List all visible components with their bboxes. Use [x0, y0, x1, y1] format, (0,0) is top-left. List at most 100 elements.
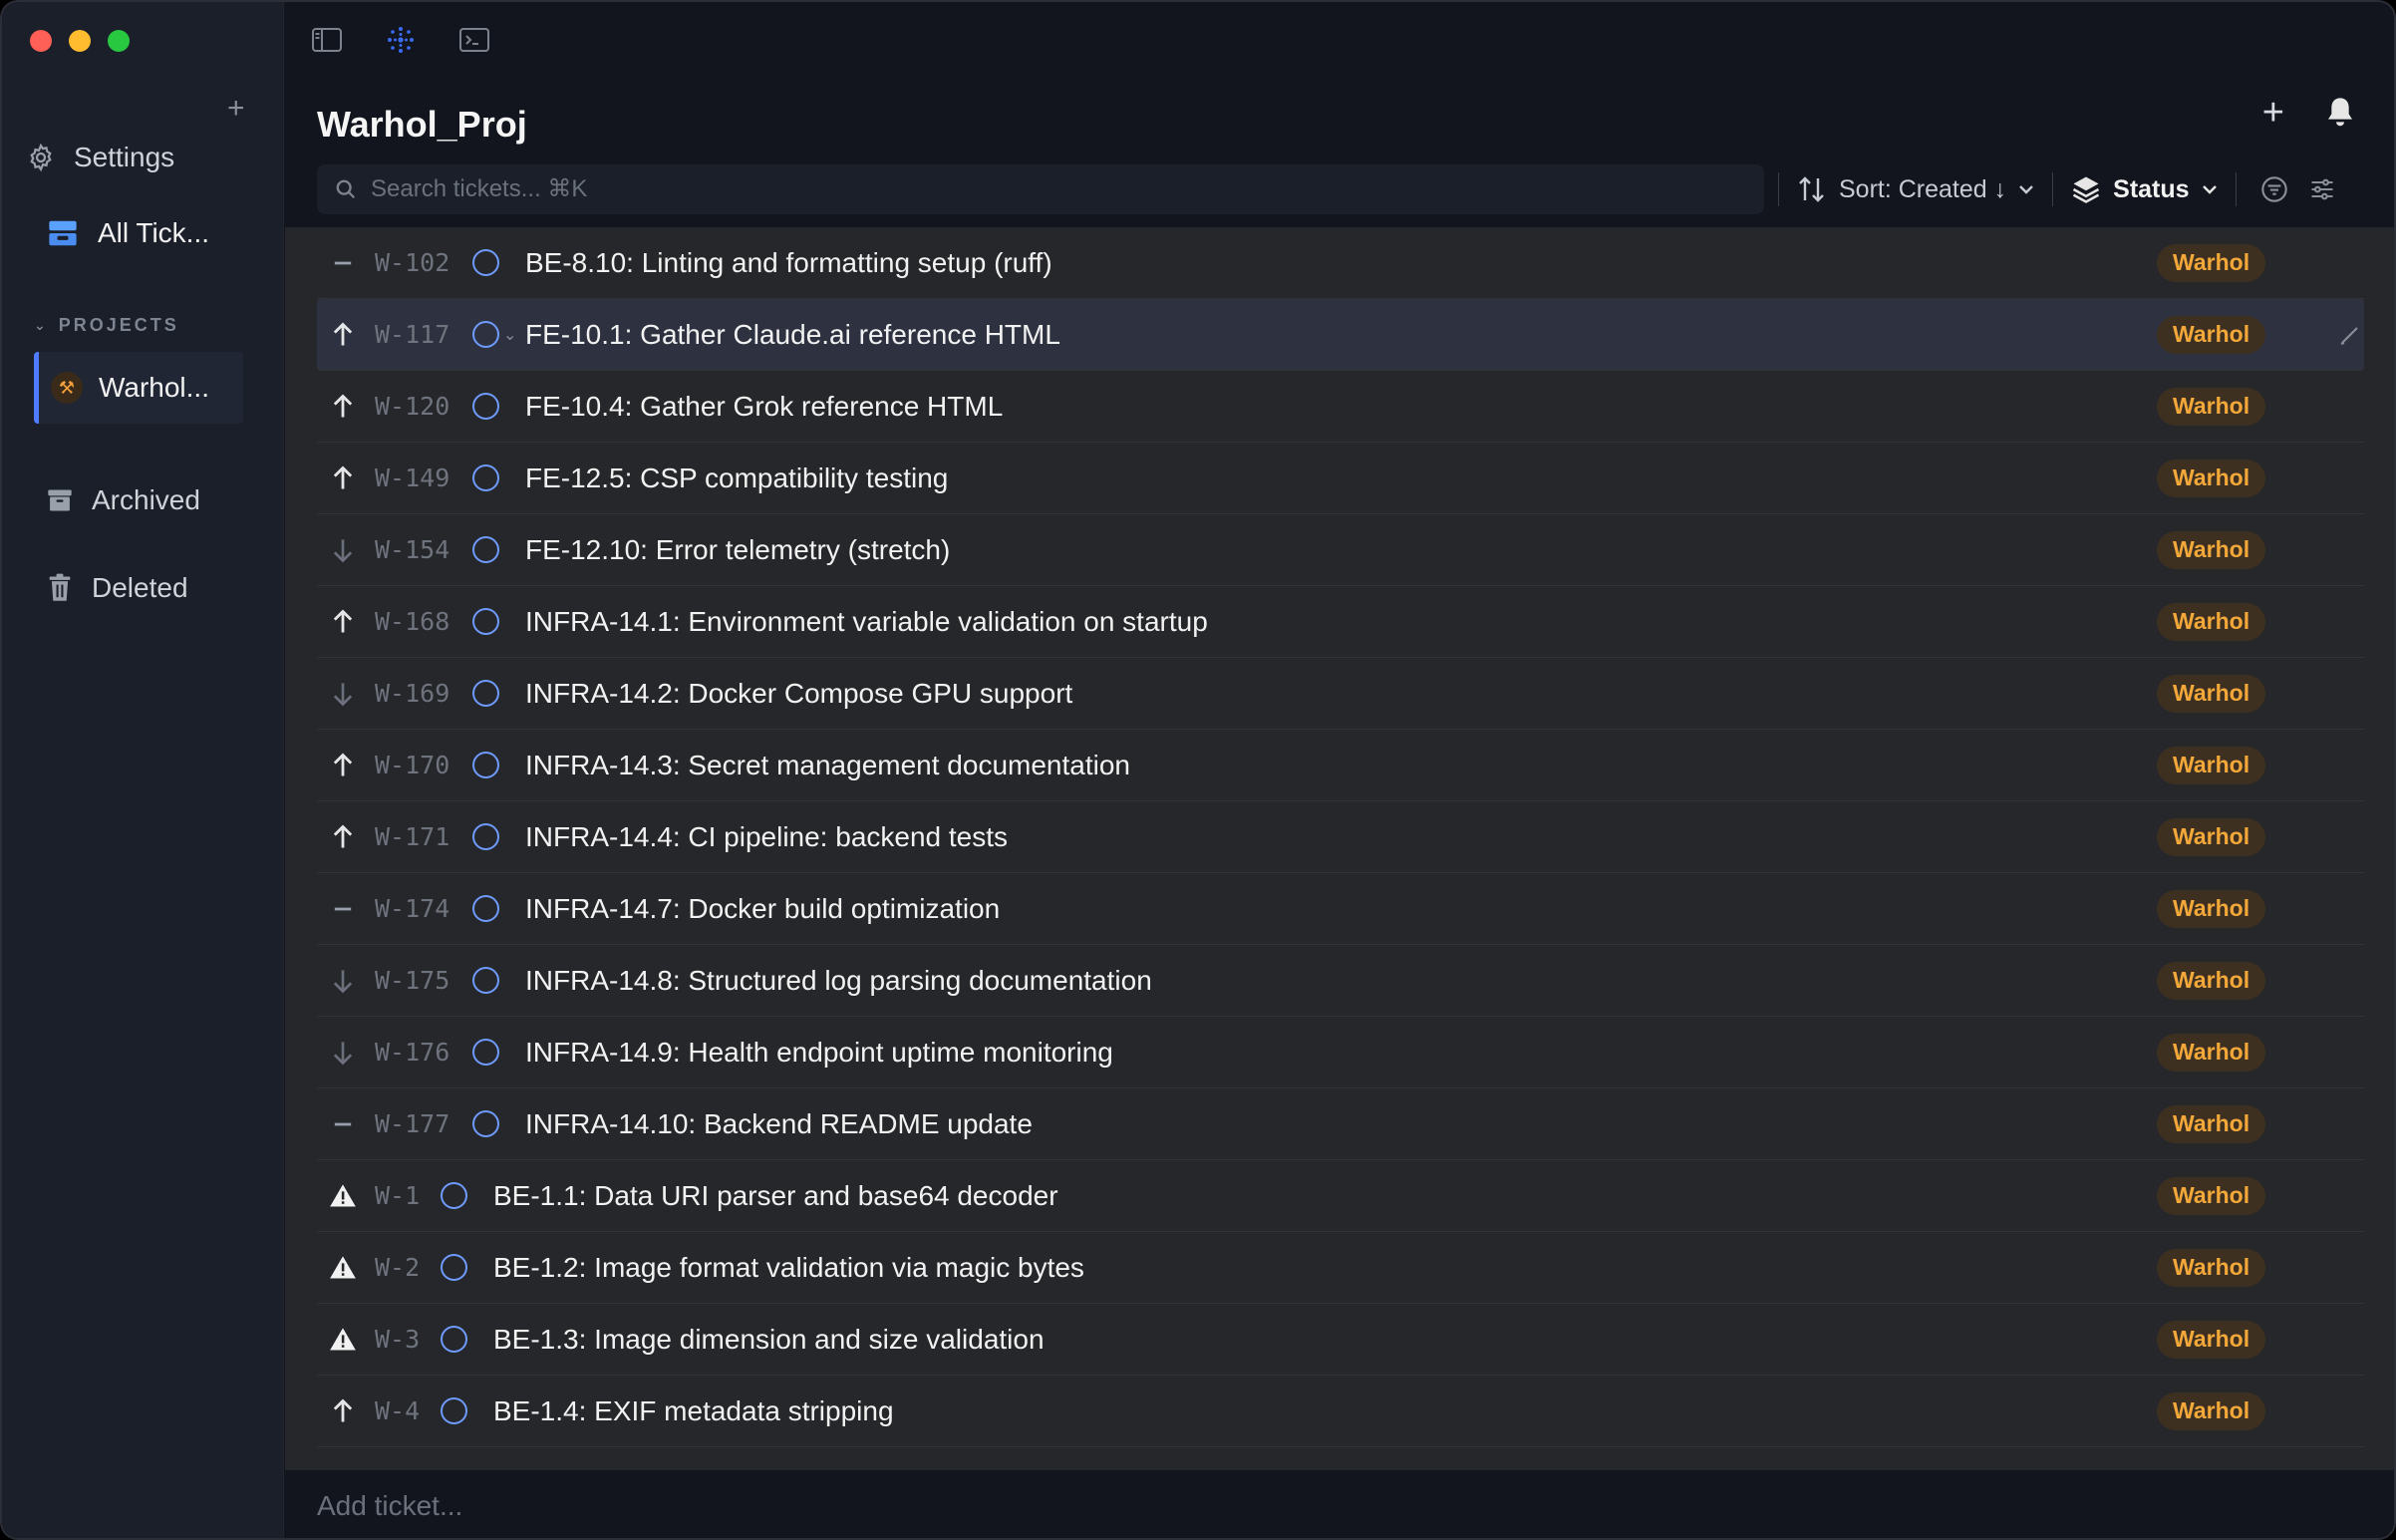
project-tag[interactable]: Warhol [2157, 889, 2266, 928]
project-tag[interactable]: Warhol [2157, 1320, 2266, 1359]
ticket-row[interactable]: W-175 INFRA-14.8: Structured log parsing … [317, 945, 2364, 1017]
priority-indicator[interactable] [317, 393, 369, 421]
ticket-row[interactable]: W-176 INFRA-14.9: Health endpoint uptime … [317, 1017, 2364, 1088]
project-tag[interactable]: Warhol [2157, 602, 2266, 641]
project-tag[interactable]: Warhol [2157, 387, 2266, 426]
ticket-row[interactable]: W-102 BE-8.10: Linting and formatting set… [317, 227, 2364, 299]
ticket-row[interactable]: W-171 INFRA-14.4: CI pipeline: backend te… [317, 801, 2364, 873]
ticket-row[interactable]: W-1 BE-1.1: Data URI parser and base64 de… [317, 1160, 2364, 1232]
ticket-title[interactable]: INFRA-14.8: Structured log parsing docum… [525, 964, 1152, 996]
priority-indicator[interactable] [317, 680, 369, 708]
priority-indicator[interactable] [317, 321, 369, 349]
sidebar-item-all-tickets[interactable]: All Tick... [46, 217, 209, 249]
ticket-row[interactable]: W-169 INFRA-14.2: Docker Compose GPU supp… [317, 658, 2364, 730]
status-circle-icon[interactable] [472, 752, 499, 778]
project-tag[interactable]: Warhol [2157, 674, 2266, 713]
network-icon[interactable] [385, 24, 417, 56]
ticket-title[interactable]: BE-8.10: Linting and formatting setup (r… [525, 246, 1052, 278]
status-circle-icon[interactable] [441, 1182, 467, 1209]
priority-indicator[interactable] [317, 1110, 369, 1138]
priority-indicator[interactable] [317, 752, 369, 779]
project-tag[interactable]: Warhol [2157, 961, 2266, 1000]
terminal-icon[interactable] [458, 27, 490, 53]
priority-indicator[interactable] [317, 895, 369, 923]
project-tag[interactable]: Warhol [2157, 1248, 2266, 1287]
view-settings-button[interactable] [2298, 175, 2346, 203]
priority-indicator[interactable] [317, 1326, 369, 1354]
status-circle-icon[interactable] [472, 464, 499, 491]
search-box[interactable] [317, 164, 1764, 214]
ticket-row[interactable]: W-177 INFRA-14.10: Backend README update W… [317, 1088, 2364, 1160]
project-tag[interactable]: Warhol [2157, 817, 2266, 856]
sort-button[interactable]: Sort: Created ↓ [1793, 175, 2038, 204]
priority-indicator[interactable] [317, 536, 369, 564]
minimize-window-button[interactable] [69, 30, 91, 52]
sidebar-item-archived[interactable]: Archived [46, 484, 200, 516]
sidebar-item-deleted[interactable]: Deleted [46, 572, 188, 604]
ticket-title[interactable]: FE-10.1: Gather Claude.ai reference HTML [525, 318, 1060, 350]
sidebar-toggle-icon[interactable] [311, 27, 343, 53]
status-circle-icon[interactable] [472, 1039, 499, 1066]
ticket-title[interactable]: INFRA-14.7: Docker build optimization [525, 892, 1001, 924]
status-circle-icon[interactable] [441, 1254, 467, 1281]
ticket-title[interactable]: FE-12.5: CSP compatibility testing [525, 462, 949, 493]
ticket-title[interactable]: INFRA-14.2: Docker Compose GPU support [525, 677, 1073, 709]
projects-section-header[interactable]: ⌄ PROJECTS [34, 315, 179, 336]
project-tag[interactable]: Warhol [2157, 459, 2266, 497]
add-ticket-plus-icon[interactable]: + [2261, 92, 2284, 134]
project-tag[interactable]: Warhol [2157, 746, 2266, 784]
ticket-title[interactable]: INFRA-14.10: Backend README update [525, 1107, 1033, 1139]
sidebar-item-project-warhol[interactable]: ⚒ Warhol... [34, 352, 243, 424]
project-tag[interactable]: Warhol [2157, 1104, 2266, 1143]
ticket-row[interactable]: W-120 FE-10.4: Gather Grok reference HTML… [317, 371, 2364, 443]
status-circle-icon[interactable] [472, 536, 499, 563]
project-tag[interactable]: Warhol [2157, 530, 2266, 569]
add-ticket-input[interactable] [317, 1490, 2111, 1522]
ticket-row[interactable]: W-154 FE-12.10: Error telemetry (stretch)… [317, 514, 2364, 586]
status-circle-icon[interactable] [472, 249, 499, 276]
project-tag[interactable]: Warhol [2157, 1391, 2266, 1430]
priority-indicator[interactable] [317, 464, 369, 492]
ticket-row[interactable]: W-168 INFRA-14.1: Environment variable va… [317, 586, 2364, 658]
search-input[interactable] [371, 175, 1746, 203]
status-circle-icon[interactable] [472, 680, 499, 707]
group-by-status-button[interactable]: Status [2067, 174, 2221, 204]
project-tag[interactable]: Warhol [2157, 243, 2266, 282]
add-project-icon[interactable]: + [227, 92, 245, 125]
ticket-title[interactable]: BE-1.1: Data URI parser and base64 decod… [493, 1179, 1058, 1211]
priority-indicator[interactable] [317, 1039, 369, 1067]
status-circle-icon[interactable] [472, 967, 499, 994]
ticket-row[interactable]: W-149 FE-12.5: CSP compatibility testing W… [317, 443, 2364, 514]
maximize-window-button[interactable] [108, 30, 130, 52]
ticket-row[interactable]: W-117 ⌄ FE-10.1: Gather Claude.ai referenc… [317, 299, 2364, 371]
bell-icon[interactable] [2324, 95, 2356, 131]
project-tag[interactable]: Warhol [2157, 315, 2266, 354]
close-window-button[interactable] [30, 30, 52, 52]
ticket-title[interactable]: BE-1.2: Image format validation via magi… [493, 1251, 1084, 1283]
status-circle-icon[interactable] [472, 608, 499, 635]
ticket-title[interactable]: INFRA-14.1: Environment variable validat… [525, 605, 1208, 637]
ticket-title[interactable]: INFRA-14.9: Health endpoint uptime monit… [525, 1036, 1113, 1068]
priority-indicator[interactable] [317, 823, 369, 851]
project-tag[interactable]: Warhol [2157, 1033, 2266, 1072]
ticket-row[interactable]: W-174 INFRA-14.7: Docker build optimizati… [317, 873, 2364, 945]
filter-button[interactable] [2250, 175, 2298, 203]
priority-indicator[interactable] [317, 249, 369, 277]
project-tag[interactable]: Warhol [2157, 1176, 2266, 1215]
pencil-icon[interactable] [2338, 323, 2362, 347]
status-circle-icon[interactable] [472, 823, 499, 850]
ticket-row[interactable]: W-2 BE-1.2: Image format validation via m… [317, 1232, 2364, 1304]
priority-indicator[interactable] [317, 967, 369, 995]
status-circle-icon[interactable] [472, 321, 499, 348]
ticket-row[interactable]: W-3 BE-1.3: Image dimension and size vali… [317, 1304, 2364, 1376]
status-circle-icon[interactable] [441, 1397, 467, 1424]
status-circle-icon[interactable] [472, 895, 499, 922]
ticket-title[interactable]: FE-12.10: Error telemetry (stretch) [525, 533, 951, 565]
ticket-title[interactable]: INFRA-14.3: Secret management documentat… [525, 749, 1130, 780]
status-circle-icon[interactable] [441, 1326, 467, 1353]
ticket-title[interactable]: BE-1.3: Image dimension and size validat… [493, 1323, 1045, 1355]
ticket-title[interactable]: BE-1.4: EXIF metadata stripping [493, 1394, 894, 1426]
ticket-row[interactable]: W-4 BE-1.4: EXIF metadata stripping Warhol [317, 1376, 2364, 1447]
ticket-title[interactable]: INFRA-14.4: CI pipeline: backend tests [525, 820, 1009, 852]
priority-indicator[interactable] [317, 608, 369, 636]
